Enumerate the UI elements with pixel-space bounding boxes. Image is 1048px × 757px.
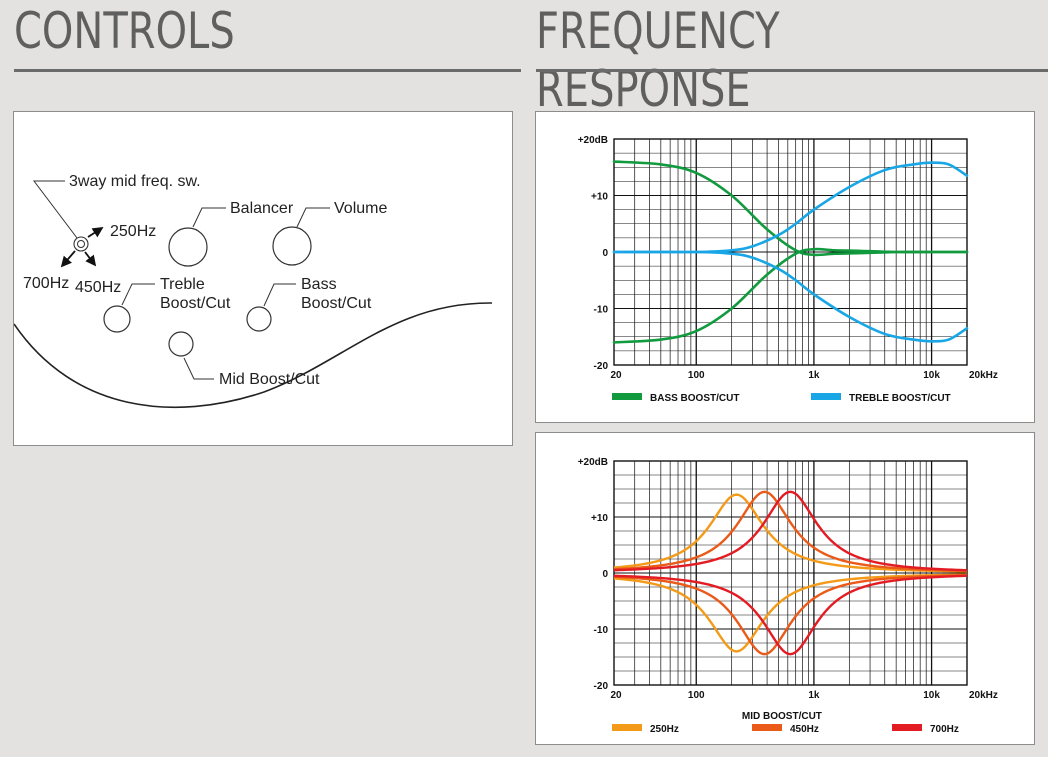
bass-response-line	[612, 160, 969, 257]
x-tick-label: 20kHz	[969, 690, 998, 701]
switch-leader-line	[32, 180, 78, 239]
switch-250hz-label: 250Hz	[110, 223, 156, 240]
mid-response-line-250hz	[613, 573, 968, 653]
volume-knob	[272, 226, 312, 266]
switch-label: 3way mid freq. sw.	[69, 173, 201, 190]
arrow-700hz	[60, 250, 76, 268]
mid-response-line-700hz	[613, 574, 968, 656]
plot-frame	[613, 460, 968, 686]
mid-chart-panel: +20dB +10 0 -10 -20 20 100 1k 10k 20kHz MID BOOST/…	[535, 432, 1035, 745]
mid-response-line-450hz	[613, 573, 968, 656]
x-tick-label: 20kHz	[969, 370, 998, 381]
mid-response-line-450hz	[613, 490, 968, 573]
controls-diagram: 3way mid freq. sw. 250Hz 700Hz 450Hz Bal…	[14, 173, 493, 409]
x-tick-label: 1k	[808, 370, 820, 381]
treble-label: Treble	[160, 276, 205, 293]
mid-response-line-250hz	[613, 493, 968, 573]
mid-boost-cut-label: Mid Boost/Cut	[219, 371, 320, 388]
treble-response-line	[612, 250, 969, 343]
balancer-label: Balancer	[230, 200, 294, 217]
y-tick-label: +20dB	[578, 457, 608, 468]
switch-700hz-label: 700Hz	[23, 275, 69, 292]
controls-heading-rule	[14, 69, 521, 72]
arrow-450hz	[84, 251, 97, 267]
volume-label: Volume	[334, 200, 387, 217]
y-tick-label: -10	[594, 305, 609, 316]
x-tick-label: 100	[688, 690, 705, 701]
bass-label: Bass	[301, 276, 337, 293]
x-axis-title: MID BOOST/CUT	[742, 711, 822, 722]
x-tick-label: 10k	[923, 690, 940, 701]
frequency-response-heading: FREQUENCY RESPONSE	[536, 2, 780, 118]
x-tick-label: 20	[610, 690, 622, 701]
bass-leader-line	[263, 283, 296, 307]
legend-swatch	[752, 724, 782, 731]
x-tick-label: 100	[688, 370, 705, 381]
treble-knob	[103, 305, 131, 333]
bass-treble-chart-panel: +20dB +10 0 -10 -20 20 100 1k 10k 20kHz BASS BOOST…	[535, 111, 1035, 423]
y-tick-label: 0	[602, 569, 608, 580]
legend-label: 450Hz	[790, 724, 819, 735]
guitar-body-outline	[14, 302, 493, 409]
x-tick-label: 20	[610, 370, 622, 381]
mid-knob	[168, 331, 194, 357]
legend-swatch	[811, 393, 841, 400]
legend-swatch	[612, 393, 642, 400]
y-tick-label: -20	[594, 681, 609, 692]
legend-label: TREBLE BOOST/CUT	[849, 393, 951, 404]
bass-boost-cut-label: Boost/Cut	[301, 295, 372, 312]
balancer-knob	[168, 227, 208, 267]
frequency-response-heading-rule	[536, 69, 1048, 72]
y-tick-label: +10	[591, 513, 608, 524]
bass-knob	[246, 306, 272, 332]
switch-450hz-label: 450Hz	[75, 279, 121, 296]
mid-freq-switch-inner	[77, 240, 85, 248]
controls-diagram-panel: 3way mid freq. sw. 250Hz 700Hz 450Hz Bal…	[13, 111, 513, 446]
legend-label: 250Hz	[650, 724, 679, 735]
arrow-250hz	[87, 227, 104, 238]
grid	[613, 460, 968, 686]
treble-boost-cut-label: Boost/Cut	[160, 295, 231, 312]
y-tick-label: +10	[591, 192, 608, 203]
balancer-leader-line	[192, 207, 226, 228]
y-tick-label: 0	[602, 248, 608, 259]
legend-swatch	[612, 724, 642, 731]
legend-label: 700Hz	[930, 724, 959, 735]
mid-response-line-700hz	[613, 490, 968, 572]
bass-response-line	[612, 247, 969, 344]
legend-swatch	[892, 724, 922, 731]
y-tick-label: -10	[594, 625, 609, 636]
volume-leader-line	[296, 207, 330, 228]
treble-leader-line	[121, 283, 155, 306]
treble-response-line	[612, 161, 969, 254]
x-tick-label: 1k	[808, 690, 820, 701]
y-tick-label: +20dB	[578, 135, 608, 146]
x-tick-label: 10k	[923, 370, 940, 381]
legend-label: BASS BOOST/CUT	[650, 393, 739, 404]
controls-heading: CONTROLS	[14, 2, 235, 60]
mid-leader-line	[183, 357, 214, 380]
y-tick-label: -20	[594, 361, 609, 372]
